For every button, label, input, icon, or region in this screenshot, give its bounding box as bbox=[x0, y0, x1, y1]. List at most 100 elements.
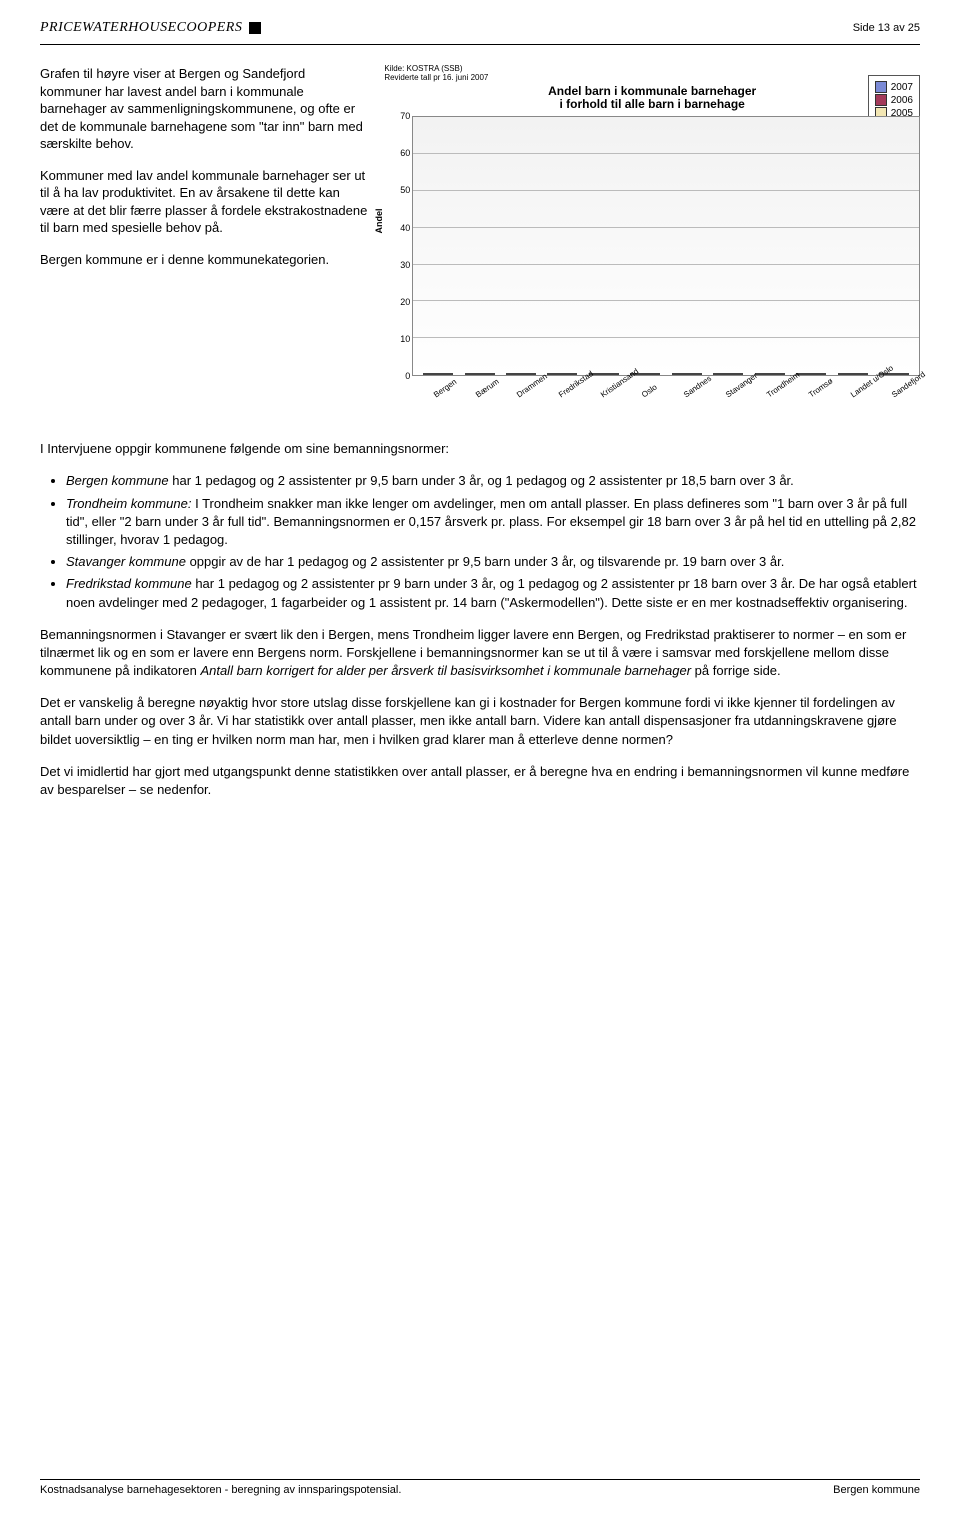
bar-2007 bbox=[672, 373, 682, 375]
legend-swatch bbox=[875, 94, 887, 106]
footer: Kostnadsanalyse barnehagesektoren - bere… bbox=[40, 1479, 920, 1496]
legend-item-2007: 2007 bbox=[875, 81, 913, 93]
legend-swatch bbox=[875, 81, 887, 93]
bar-group bbox=[506, 373, 536, 375]
bar-2005 bbox=[899, 373, 909, 375]
x-label: Drammen bbox=[515, 386, 544, 421]
bar-2005 bbox=[858, 373, 868, 375]
bar-2005 bbox=[816, 373, 826, 375]
chart-x-labels: Bergen Bærum Drammen Fredrikstad Kristiansan… bbox=[412, 376, 920, 428]
y-tick: 50 bbox=[400, 185, 410, 195]
header-divider bbox=[40, 44, 920, 45]
bar-2005 bbox=[692, 373, 702, 375]
legend-label: 2006 bbox=[891, 95, 913, 106]
body-p4-ital: Antall barn korrigert for alder per årsv… bbox=[200, 663, 691, 678]
x-label: Landet u/Oslo bbox=[849, 386, 878, 421]
bar-2007 bbox=[465, 373, 475, 375]
bullet-prefix: Bergen kommune bbox=[66, 473, 169, 488]
bar-2006 bbox=[516, 373, 526, 375]
bullet-list: Bergen kommune har 1 pedagog og 2 assist… bbox=[66, 472, 920, 611]
bar-2006 bbox=[599, 373, 609, 375]
y-tick: 70 bbox=[400, 111, 410, 121]
footer-divider bbox=[40, 1479, 920, 1480]
chart-plot-area bbox=[412, 116, 920, 376]
bullet-text: I Trondheim snakker man ikke lenger om a… bbox=[66, 496, 916, 547]
chart-y-axis-label: Andel bbox=[374, 209, 384, 234]
bar-group bbox=[547, 373, 577, 375]
bar-2006 bbox=[640, 373, 650, 375]
bar-2005 bbox=[567, 373, 577, 375]
bar-2007 bbox=[423, 373, 433, 375]
bullets-intro: I Intervjuene oppgir kommunene følgende … bbox=[40, 440, 920, 458]
y-tick: 60 bbox=[400, 148, 410, 158]
footer-right: Bergen kommune bbox=[833, 1484, 920, 1496]
x-label: Oslo bbox=[640, 386, 669, 421]
x-label: Tromsø bbox=[807, 386, 836, 421]
y-tick: 20 bbox=[400, 297, 410, 307]
x-label: Kristiansand bbox=[599, 386, 628, 421]
intro-paragraph-3: Bergen kommune er i denne kommunekategor… bbox=[40, 251, 368, 269]
bullet-prefix: Stavanger kommune bbox=[66, 554, 186, 569]
chart-source-line-2: Reviderte tall pr 16. juni 2007 bbox=[384, 74, 920, 83]
bar-2007 bbox=[547, 373, 557, 375]
bar-2006 bbox=[723, 373, 733, 375]
bullet-text: har 1 pedagog og 2 assistenter pr 9,5 ba… bbox=[169, 473, 794, 488]
chart-title-line-2: i forhold til alle barn i barnehage bbox=[384, 98, 920, 112]
bar-group bbox=[423, 373, 453, 375]
intro-paragraph-1: Grafen til høyre viser at Bergen og Sand… bbox=[40, 65, 368, 153]
brand-logo-box bbox=[249, 22, 261, 34]
bullet-item: Stavanger kommune oppgir av de har 1 ped… bbox=[66, 553, 920, 571]
bar-2006 bbox=[806, 373, 816, 375]
chart-title-line-1: Andel barn i kommunale barnehager bbox=[384, 85, 920, 99]
intro-paragraph-2: Kommuner med lav andel kommunale barneha… bbox=[40, 167, 368, 237]
bar-2006 bbox=[682, 373, 692, 375]
bar-2005 bbox=[443, 373, 453, 375]
chart-source: Kilde: KOSTRA (SSB) Reviderte tall pr 16… bbox=[384, 65, 920, 83]
gridline bbox=[413, 337, 919, 338]
x-label: Fredrikstad bbox=[557, 386, 586, 421]
body-paragraph-6: Det vi imidlertid har gjort med utgangsp… bbox=[40, 763, 920, 799]
page-indicator: Side 13 av 25 bbox=[853, 22, 920, 34]
x-label: Bærum bbox=[474, 386, 503, 421]
bar-2006 bbox=[557, 373, 567, 375]
bar-group bbox=[465, 373, 495, 375]
bullet-prefix: Trondheim kommune: bbox=[66, 496, 191, 511]
chart-y-axis: Andel 010203040506070 bbox=[384, 116, 412, 376]
bar-2005 bbox=[609, 373, 619, 375]
gridline bbox=[413, 300, 919, 301]
y-tick: 10 bbox=[400, 334, 410, 344]
bar-group bbox=[713, 373, 743, 375]
bullet-item: Fredrikstad kommune har 1 pedagog og 2 a… bbox=[66, 575, 920, 611]
gridline bbox=[413, 264, 919, 265]
bullet-text: har 1 pedagog og 2 assistenter pr 9 barn… bbox=[66, 576, 917, 609]
bar-2007 bbox=[506, 373, 516, 375]
y-tick: 40 bbox=[400, 223, 410, 233]
bar-2005 bbox=[485, 373, 495, 375]
body-p4-b: på forrige side. bbox=[691, 663, 781, 678]
legend-item-2006: 2006 bbox=[875, 94, 913, 106]
chart-title: Andel barn i kommunale barnehager i forh… bbox=[384, 85, 920, 113]
bar-2005 bbox=[526, 373, 536, 375]
bar-2006 bbox=[433, 373, 443, 375]
bar-2006 bbox=[765, 373, 775, 375]
bar-2007 bbox=[713, 373, 723, 375]
bar-group bbox=[755, 373, 785, 375]
x-label: Sandefjord bbox=[890, 386, 919, 421]
y-tick: 0 bbox=[405, 371, 410, 381]
x-label: Sandnes bbox=[682, 386, 711, 421]
bar-2005 bbox=[650, 373, 660, 375]
legend-label: 2007 bbox=[891, 82, 913, 93]
bar-2006 bbox=[475, 373, 485, 375]
body-paragraph-4: Bemanningsnormen i Stavanger er svært li… bbox=[40, 626, 920, 681]
x-label: Bergen bbox=[432, 386, 461, 421]
x-label: Trondheim bbox=[765, 386, 794, 421]
bar-2007 bbox=[838, 373, 848, 375]
bar-2005 bbox=[733, 373, 743, 375]
footer-left: Kostnadsanalyse barnehagesektoren - bere… bbox=[40, 1484, 401, 1496]
bar-group bbox=[796, 373, 826, 375]
bullet-prefix: Fredrikstad kommune bbox=[66, 576, 192, 591]
y-tick: 30 bbox=[400, 260, 410, 270]
bar-group bbox=[672, 373, 702, 375]
bullet-item: Trondheim kommune: I Trondheim snakker m… bbox=[66, 495, 920, 550]
bar-group bbox=[838, 373, 868, 375]
